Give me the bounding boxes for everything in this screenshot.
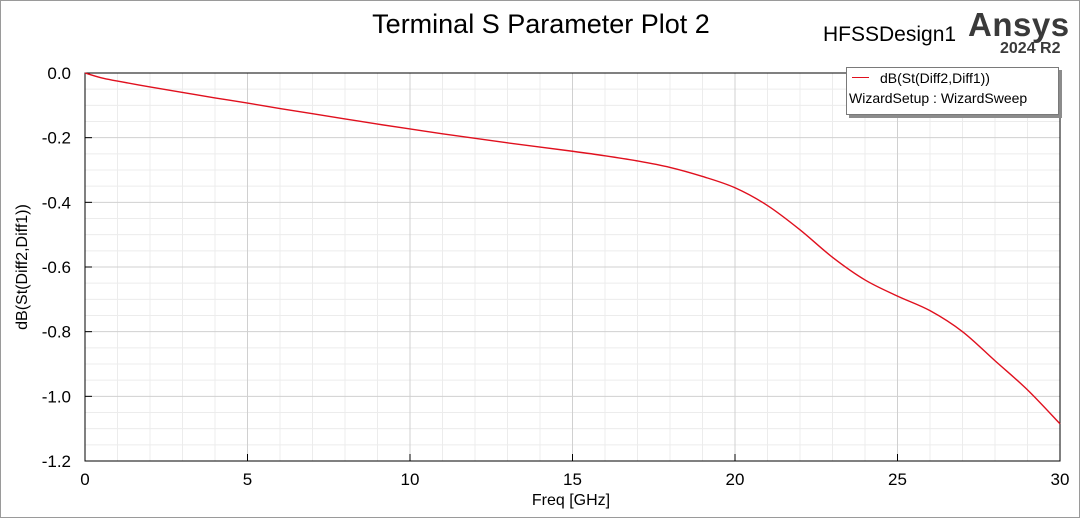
legend-setup-label: WizardSetup : WizardSweep [849,90,1028,106]
y-tick-label: -0.4 [42,193,71,212]
y-tick-label: 0.0 [47,64,71,83]
y-tick-label: -1.0 [42,387,71,406]
version-label: 2024 R2 [1000,40,1061,57]
plot-title: Terminal S Parameter Plot 2 [372,9,710,39]
x-tick-label: 25 [888,470,907,489]
y-tick-label: -0.8 [42,323,71,342]
y-tick-label: -0.6 [42,258,71,277]
x-tick-label: 20 [726,470,745,489]
tick-labels: 0 5 10 15 20 25 30 0.0 -0.2 -0.4 -0.6 -0.8 -1.0 -1.2 [42,64,1070,489]
x-axis-label: Freq [GHz] [531,492,611,509]
x-tick-label: 5 [243,470,252,489]
y-axis-label: dB(St(Diff2,Diff1)) [14,204,31,330]
series-layer [84,72,1061,425]
x-tick-label: 30 [1051,470,1070,489]
x-tick-label: 10 [401,470,420,489]
x-tick-label: 0 [80,470,89,489]
series-line[interactable] [84,72,1061,425]
legend[interactable]: dB(St(Diff2,Diff1)) WizardSetup : Wizard… [846,67,1059,115]
brand-logo: Ansys [968,6,1070,43]
y-tick-label: -1.2 [42,452,71,471]
legend-swatch [852,77,869,78]
axis-ticks [84,72,1061,462]
y-tick-label: -0.2 [42,129,71,148]
legend-series-label: dB(St(Diff2,Diff1)) [880,70,990,86]
x-tick-label: 15 [563,470,582,489]
major-gridlines [84,72,1061,462]
design-name: HFSSDesign1 [823,23,957,46]
